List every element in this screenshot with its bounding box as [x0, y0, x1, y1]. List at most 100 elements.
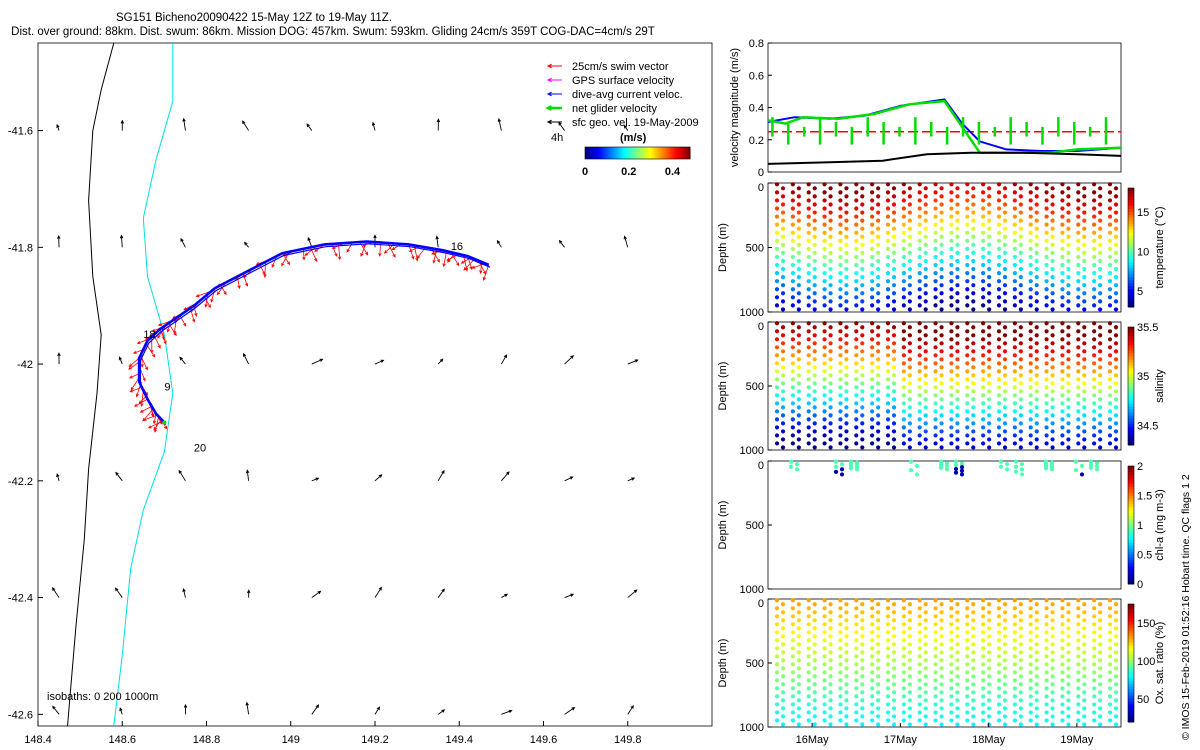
map-y-tick-label: -41.8 — [8, 242, 33, 254]
salinity-point — [870, 377, 875, 382]
temperature-colorbar-cell — [1128, 298, 1134, 302]
temperature-point — [939, 226, 944, 231]
salinity-point — [806, 401, 811, 406]
temperature-point — [1018, 275, 1023, 280]
temperature-point — [955, 275, 960, 280]
temperature-point — [828, 234, 833, 239]
temperature-point — [949, 230, 954, 235]
oxygen-point — [854, 710, 859, 715]
oxygen-point — [955, 698, 960, 703]
salinity-point — [1066, 365, 1071, 370]
temperature-point — [796, 202, 801, 207]
salinity-point — [1034, 381, 1039, 386]
salinity-point — [1018, 429, 1023, 434]
salinity-point — [838, 345, 843, 350]
temperature-point — [876, 226, 881, 231]
salinity-point — [796, 365, 801, 370]
salinity-point — [923, 349, 928, 354]
salinity-point — [1060, 345, 1065, 350]
temperature-point — [1050, 291, 1055, 296]
temperature-point — [1060, 206, 1065, 211]
salinity-point — [774, 353, 780, 358]
oxygen-point — [885, 678, 891, 683]
temperature-point — [971, 194, 976, 199]
salinity-point — [987, 405, 992, 410]
oxygen-point — [907, 626, 912, 631]
oxygen-point — [996, 630, 1002, 635]
salinity-point — [996, 361, 1002, 366]
temperature-point — [1113, 266, 1119, 272]
temperature-point — [891, 283, 897, 288]
chla-point — [938, 459, 944, 464]
chla-point — [914, 463, 920, 469]
oxygen-point — [822, 710, 827, 715]
oxygen-point — [1113, 634, 1119, 639]
salinity-point — [1092, 409, 1097, 414]
oxygen-colorbar-cell — [1128, 671, 1134, 676]
salinity-point — [790, 345, 795, 350]
oxygen-point — [1018, 682, 1023, 687]
temperature-point — [838, 206, 843, 211]
temperature-point — [1044, 262, 1049, 268]
salinity-point — [1028, 393, 1033, 398]
temperature-point — [923, 291, 928, 296]
oxygen-point — [939, 658, 944, 663]
temperature-point — [891, 266, 897, 272]
oxygen-point — [854, 638, 859, 643]
salinity-point — [854, 441, 859, 446]
oxygen-point — [870, 646, 875, 651]
temperature-point — [812, 258, 817, 264]
salinity-point — [1028, 361, 1033, 366]
salinity-point — [1034, 437, 1039, 442]
salinity-colorbar-cell — [1128, 377, 1134, 381]
salinity-point — [1076, 377, 1081, 382]
chla-point — [794, 467, 800, 472]
oxygen-point — [1082, 690, 1087, 695]
oxygen-point — [780, 658, 786, 663]
temperature-point — [870, 238, 875, 243]
oxygen-point — [790, 694, 795, 699]
temperature-point — [854, 238, 859, 243]
temperature-point — [933, 287, 938, 292]
colorbar-cell — [630, 147, 633, 159]
temperature-point — [1044, 270, 1049, 276]
oxygen-point — [885, 638, 891, 643]
salinity-point — [790, 425, 795, 430]
oxygen-colorbar-cell — [1128, 630, 1134, 634]
oxygen-point — [876, 674, 881, 679]
oxygen-point — [933, 678, 938, 683]
salinity-colorbar-cell — [1128, 368, 1134, 372]
temperature-point — [891, 291, 897, 296]
oxygen-point — [860, 602, 865, 607]
temperature-point — [1113, 218, 1119, 223]
oxygen-colorbar-cell — [1128, 657, 1134, 661]
salinity-point — [1082, 357, 1087, 362]
salinity-point — [780, 429, 786, 434]
salinity-point — [870, 369, 875, 374]
salinity-point — [774, 345, 780, 350]
oxygen-point — [907, 714, 912, 719]
chla-colorbar-tick-label: 2 — [1137, 461, 1143, 473]
temperature-colorbar-cell — [1128, 289, 1134, 293]
map-x-tick-label: 149 — [282, 734, 300, 746]
salinity-point — [790, 401, 795, 406]
oxygen-point — [885, 710, 891, 715]
salinity-point — [965, 361, 970, 366]
temperature-colorbar-tick-label: 10 — [1137, 246, 1149, 258]
temperature-point — [806, 182, 811, 187]
oxygen-point — [870, 654, 875, 659]
salinity-point — [790, 433, 795, 438]
temperature-point — [955, 226, 960, 231]
oxygen-point — [790, 662, 795, 667]
oxygen-point — [1044, 710, 1049, 715]
salinity-point — [939, 405, 944, 410]
oxygen-point — [987, 626, 992, 631]
oxygen-colorbar-cell — [1128, 698, 1134, 702]
temperature-point — [870, 303, 875, 308]
temperature-point — [1034, 299, 1039, 304]
salinity-point — [1050, 389, 1055, 394]
oxygen-point — [780, 682, 786, 687]
salinity-point — [923, 429, 928, 434]
oxygen-point — [1098, 714, 1103, 719]
salinity-point — [1034, 373, 1039, 378]
